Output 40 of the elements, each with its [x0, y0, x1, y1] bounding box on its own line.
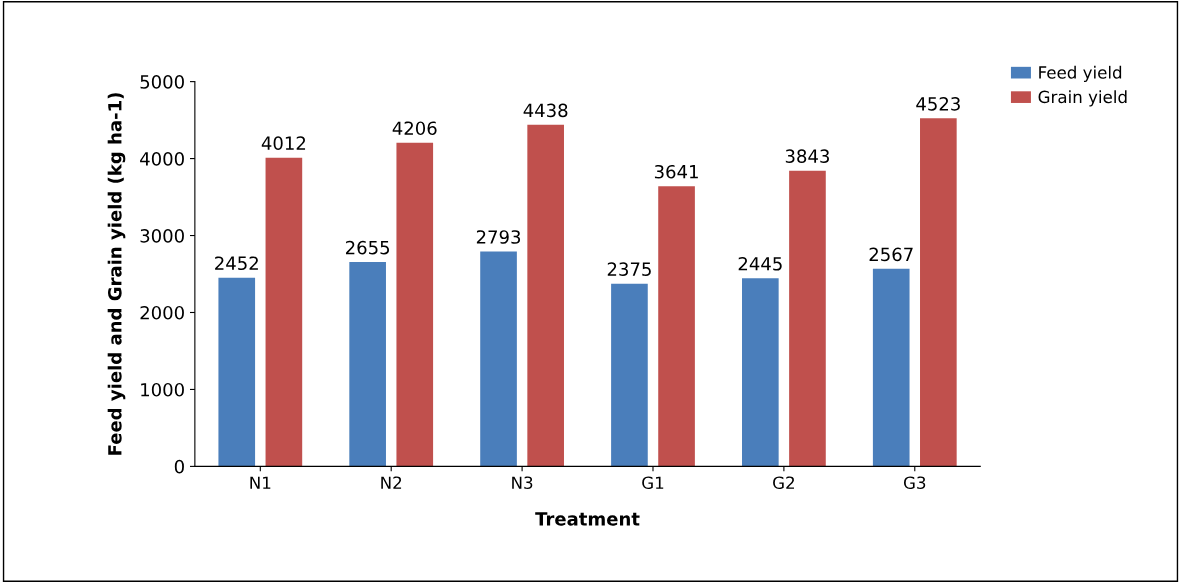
data-label: 2452 [215, 256, 258, 271]
bar [611, 283, 648, 467]
data-label: 3843 [785, 149, 829, 163]
bar [872, 268, 910, 467]
y-tick-label: 0 [174, 459, 184, 474]
data-label: 2567 [869, 247, 913, 262]
bar [742, 278, 779, 467]
data-label: 2655 [345, 240, 390, 255]
y-tick-label: 2000 [140, 305, 184, 320]
x-tick-label: N3 [512, 476, 533, 490]
bar [265, 157, 303, 467]
data-label: 4523 [916, 97, 960, 111]
y-tick-label: 5000 [140, 75, 184, 89]
bar [480, 251, 517, 467]
y-tick-label: 4000 [140, 152, 184, 166]
bar [789, 170, 826, 467]
data-label: 2445 [738, 256, 782, 271]
data-label: 4012 [261, 136, 306, 150]
data-label: 2375 [607, 262, 651, 276]
y-axis-title: Feed yield and Grain yield (kg ha-1) [107, 93, 126, 455]
x-tick-label: G2 [773, 476, 794, 490]
legend-label: Grain yield [1038, 90, 1127, 107]
data-label: 4206 [392, 121, 437, 136]
data-label: 2793 [476, 230, 521, 244]
x-tick-label: G1 [642, 476, 664, 490]
bar [920, 118, 957, 467]
bar [658, 186, 695, 467]
y-tick-label: 1000 [141, 382, 184, 397]
x-tick-label: N2 [381, 476, 402, 489]
legend-label: Feed yield [1039, 65, 1122, 82]
x-axis-title: Treatment [535, 512, 640, 526]
bar [527, 124, 564, 467]
bar [218, 277, 256, 467]
bar [396, 142, 434, 467]
data-label: 3641 [654, 164, 698, 179]
x-tick-label: N1 [250, 476, 271, 489]
x-tick-label: G3 [903, 476, 926, 490]
y-tick-label: 3000 [140, 228, 184, 243]
bar [349, 262, 386, 467]
data-label: 4438 [523, 103, 568, 118]
